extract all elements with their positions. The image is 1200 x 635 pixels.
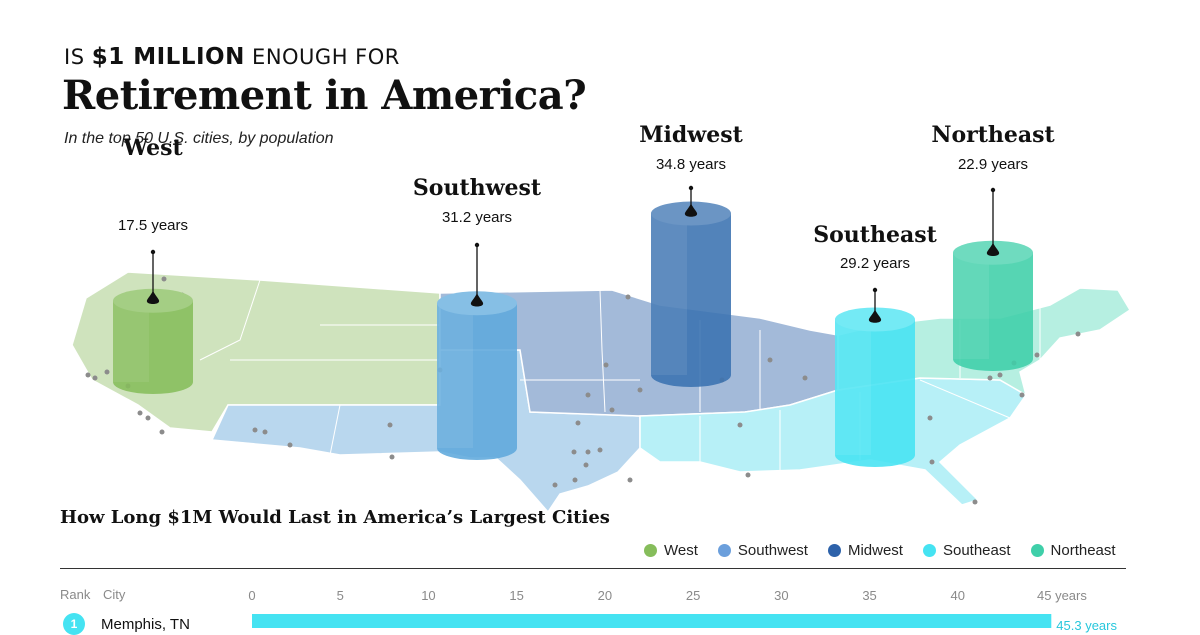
legend-item-midwest: Midwest (827, 541, 903, 559)
rank-badge: 1 (63, 613, 85, 635)
page-subtitle: In the top 50 U.S. cities, by population (64, 130, 334, 147)
cylinder-highlight-southwest (437, 303, 473, 448)
pin-drop-northeast (986, 242, 1000, 256)
legend-swatch-southwest (717, 543, 731, 557)
region-name-southeast: Southeast (813, 222, 937, 248)
pin-head-northeast (990, 187, 996, 193)
region-name-midwest: Midwest (639, 122, 743, 148)
region-value-northeast: 22.9 years (958, 156, 1028, 173)
regional-cylinders: West 17.5 years Southwest 31.2 years Midwest… (113, 122, 1055, 467)
page-title: Retirement in America? (62, 72, 587, 119)
cylinder-northeast (953, 187, 1033, 371)
pin-head-midwest (688, 185, 694, 191)
legend-item-west: West (644, 542, 698, 559)
region-value-southeast: 29.2 years (840, 255, 910, 272)
x-tick-label: 5 (337, 588, 344, 603)
cylinder-body-midwest (651, 213, 731, 387)
x-tick-label: 0 (248, 588, 255, 603)
legend-swatch-northeast (1030, 543, 1044, 557)
column-header-city: City (103, 587, 126, 602)
cylinder-highlight-midwest (651, 213, 687, 375)
region-name-southwest: Southwest (413, 175, 542, 201)
x-tick-label: 30 (774, 588, 788, 603)
x-tick-label: 35 (862, 588, 876, 603)
cylinder-highlight-west (113, 300, 149, 382)
cylinder-highlight-southeast (835, 319, 871, 455)
table-divider (60, 568, 1126, 569)
region-value-southwest: 31.2 years (442, 209, 512, 226)
pin-drop-southeast (868, 309, 882, 323)
cylinder-southwest (437, 242, 517, 460)
kicker-amount: $1 MILLION (91, 44, 245, 70)
city-name: Memphis, TN (101, 616, 190, 633)
legend-label-midwest: Midwest (847, 541, 903, 559)
x-tick-label: 20 (598, 588, 612, 603)
section-title: How Long $1M Would Last in America’s Lar… (60, 507, 610, 528)
x-tick-label: 25 (686, 588, 700, 603)
pin-drop-southwest (470, 293, 484, 307)
kicker-is: IS (64, 45, 85, 69)
x-tick-label: 10 (421, 588, 435, 603)
legend-item-southwest: Southwest (717, 541, 808, 559)
legend-label-southwest: Southwest (737, 541, 808, 559)
cylinder-body-southwest (437, 303, 517, 460)
legend-label-west: West (664, 541, 698, 559)
cylinder-southeast (835, 287, 915, 467)
kicker: IS $1 MILLION ENOUGH FOR (64, 44, 400, 70)
legend-swatch-southeast (922, 543, 936, 557)
kicker-rest: ENOUGH FOR (252, 45, 400, 69)
pin-head-southeast (872, 287, 878, 293)
city-dots (85, 276, 1081, 505)
legend-swatch-midwest (827, 543, 841, 557)
cylinder-body-southeast (835, 319, 915, 467)
region-name-west: West (122, 135, 183, 161)
cylinder-body-northeast (953, 252, 1033, 371)
cylinder-midwest (651, 185, 731, 387)
pin-drop-midwest (684, 203, 698, 217)
pin-head-southwest (474, 242, 480, 248)
cylinder-body-west (113, 300, 193, 394)
region-value-midwest: 34.8 years (656, 156, 726, 173)
x-tick-label: 45 years (1037, 588, 1087, 603)
cylinder-highlight-northeast (953, 252, 989, 359)
region-value-west: 17.5 years (118, 217, 188, 234)
pin-drop-west (146, 290, 160, 305)
legend-swatch-west (644, 543, 657, 557)
column-header-rank: Rank (60, 587, 91, 602)
legend: West Southwest Midwest Southeast Northea… (644, 540, 1116, 560)
bar-value-label: 45.3 years (1056, 618, 1117, 633)
region-name-northeast: Northeast (931, 122, 1055, 148)
pin-head-west (150, 249, 156, 255)
legend-item-northeast: Northeast (1030, 541, 1116, 559)
legend-label-southeast: Southeast (942, 541, 1011, 559)
city-bar (252, 614, 1052, 628)
x-tick-label: 40 (951, 588, 965, 603)
cylinder-west (113, 249, 193, 394)
x-tick-label: 15 (509, 588, 523, 603)
legend-item-southeast: Southeast (922, 541, 1011, 559)
legend-label-northeast: Northeast (1050, 541, 1116, 559)
